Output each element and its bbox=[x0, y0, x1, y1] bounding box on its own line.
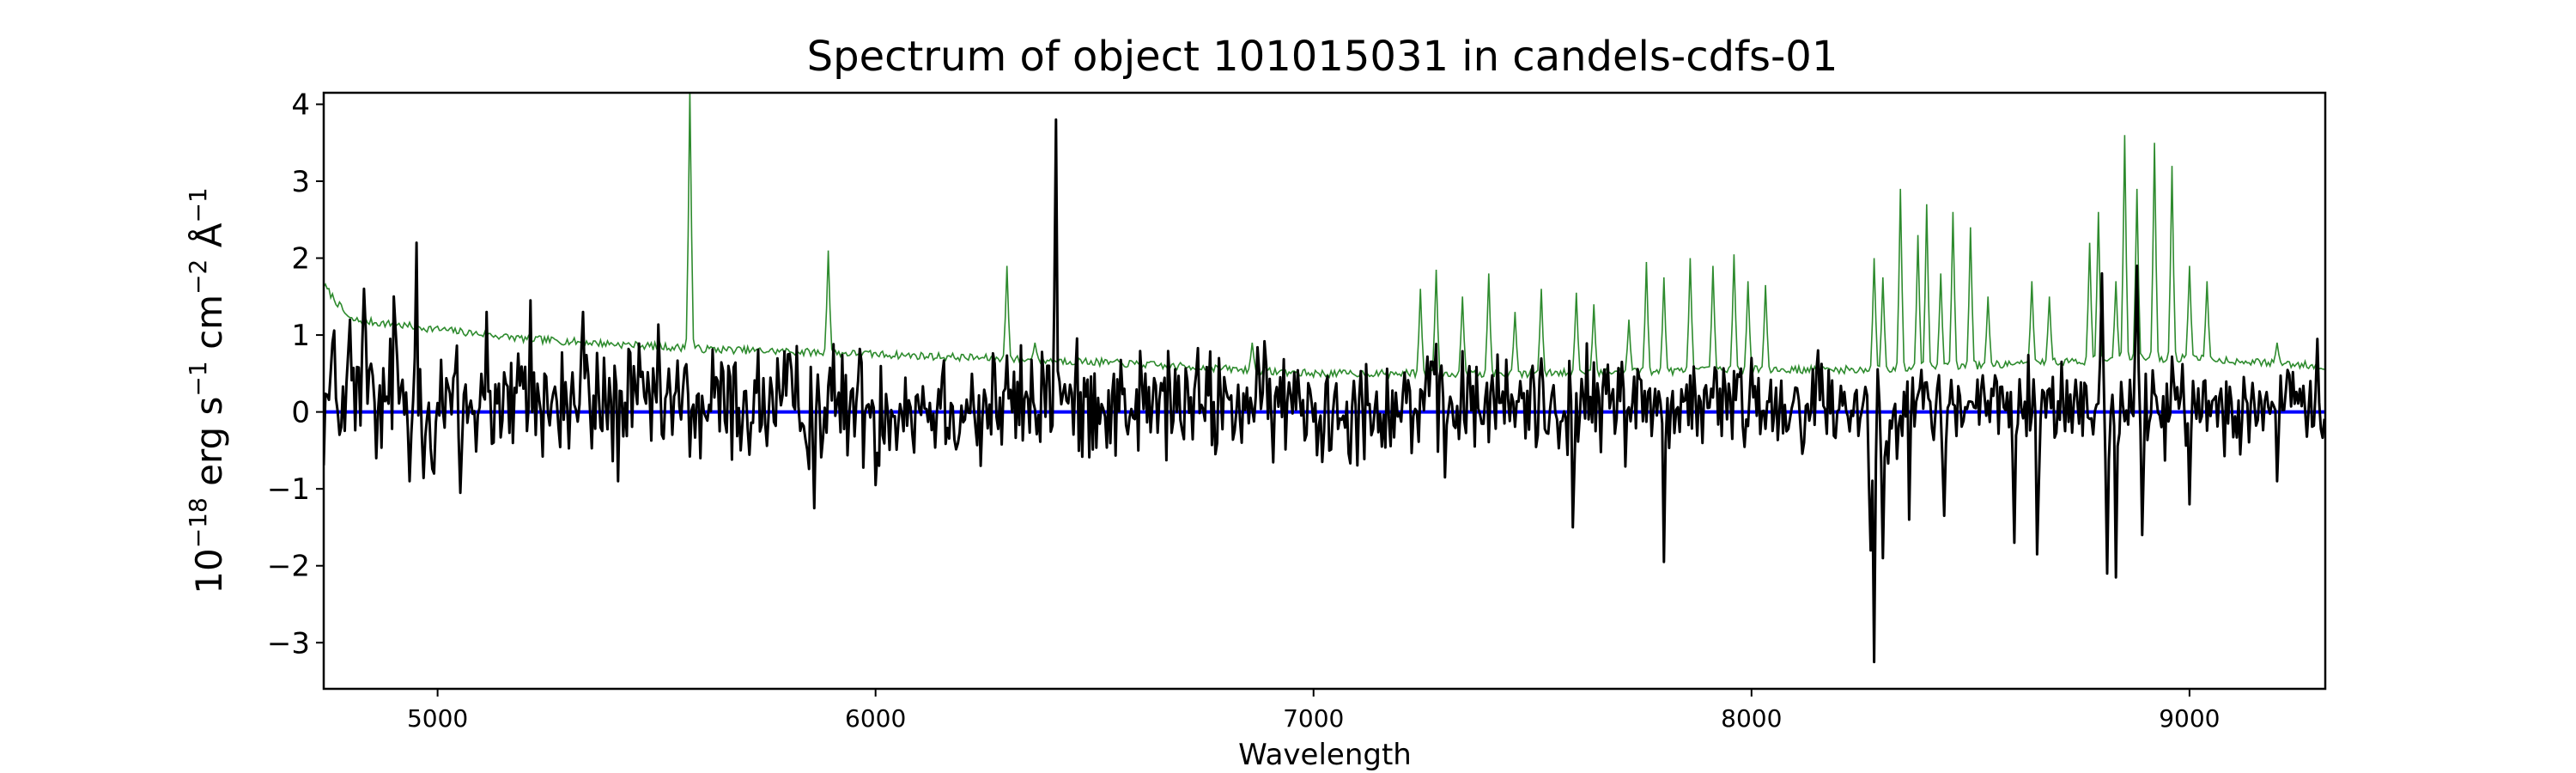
y-label-unit2-exp: −2 bbox=[184, 259, 212, 295]
y-label-unit2: cm bbox=[188, 295, 230, 361]
x-axis-label: Wavelength bbox=[1238, 738, 1412, 772]
y-tick-label: 3 bbox=[291, 165, 310, 199]
x-tick-label: 6000 bbox=[845, 704, 906, 733]
y-tick-label: −2 bbox=[267, 550, 310, 584]
series-layer bbox=[324, 93, 2325, 664]
y-axis-label: 10−18 erg s−1 cm−2 Å−1 bbox=[184, 187, 230, 593]
y-label-unit1-exp: −1 bbox=[184, 361, 212, 396]
y-tick-label: 4 bbox=[291, 88, 310, 122]
y-tick-label: 0 bbox=[291, 396, 310, 430]
plot-frame bbox=[322, 91, 2327, 691]
x-tick-label: 7000 bbox=[1283, 704, 1344, 733]
y-tick-label: 1 bbox=[291, 319, 310, 353]
y-label-unit1: erg s bbox=[188, 397, 230, 498]
y-tick-label: 2 bbox=[291, 242, 310, 277]
y-axis: −3 −2 −1 0 1 2 3 4 bbox=[267, 88, 324, 660]
series-line-green bbox=[324, 93, 2325, 380]
y-label-base-exp: −18 bbox=[184, 497, 212, 548]
y-tick-label: −1 bbox=[267, 472, 310, 507]
series-line-black bbox=[324, 118, 2325, 664]
y-label-base: 10 bbox=[188, 548, 230, 593]
x-tick-label: 9000 bbox=[2159, 704, 2220, 733]
x-tick-label: 8000 bbox=[1721, 704, 1782, 733]
y-label-unit3: Å bbox=[187, 222, 230, 259]
x-axis: 5000 6000 7000 8000 9000 bbox=[407, 689, 2221, 733]
x-tick-label: 5000 bbox=[407, 704, 468, 733]
chart-title: Spectrum of object 101015031 in candels-… bbox=[807, 33, 1838, 81]
y-label-unit3-exp: −1 bbox=[184, 187, 212, 222]
y-tick-label: −3 bbox=[267, 626, 310, 660]
